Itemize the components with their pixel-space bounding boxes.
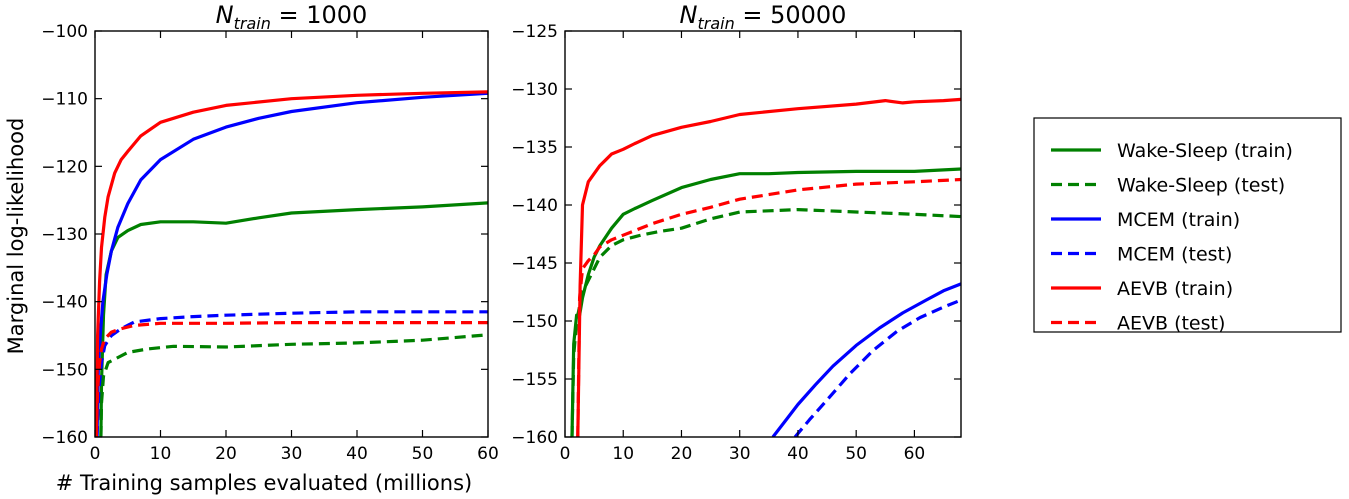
plot-frame [564,30,962,438]
y-tick-label: −120 [41,157,88,177]
y-tick-label: −160 [511,428,558,448]
x-tick-label: 20 [215,444,237,464]
x-tick-label: 20 [671,444,693,464]
legend-label: Wake-Sleep (train) [1117,140,1293,162]
series-line-aevb-train [576,97,961,437]
legend-frame [1033,117,1342,333]
series-line-aevb-test [576,177,961,437]
y-tick-label: −160 [41,428,88,448]
legend-label: AEVB (train) [1117,278,1233,300]
x-axis-label: # Training samples evaluated (millions) [56,471,472,495]
x-tick-label: 50 [412,444,434,464]
series-line-mcem-train [95,91,488,437]
y-tick-label: −130 [511,80,558,100]
legend-label: Wake-Sleep (test) [1117,175,1285,197]
y-tick-label: −145 [511,254,558,274]
series-line-mcem-test [95,310,488,437]
series-group [95,90,488,437]
y-tick-label: −100 [41,22,88,42]
x-tick-label: 30 [281,444,303,464]
y-tick-label: −125 [511,22,558,42]
series-line-wake-sleep-test [570,208,961,437]
series-line-aevb-train [95,90,488,437]
y-tick-label: −130 [41,225,88,245]
x-tick-label: 10 [612,444,634,464]
panel-title: Ntrain = 50000 [680,1,847,33]
legend-label: MCEM (train) [1117,209,1240,231]
x-tick-label: 30 [729,444,751,464]
series-line-wake-sleep-test [99,333,488,437]
series-line-wake-sleep-train [570,167,961,437]
y-axis-label: Marginal log-likelihood [4,118,28,355]
panel-right: 0 10 20 30 40 50 60 −160 −155 −150 −145 −140 −135 −13… [511,1,962,464]
y-tick-label: −150 [41,360,88,380]
x-tick-label: 0 [90,444,101,464]
y-tick-label: −140 [511,196,558,216]
series-group [570,97,961,437]
x-tick-label: 10 [150,444,172,464]
y-tick-label: −155 [511,370,558,390]
x-tick-label: 40 [787,444,809,464]
series-line-mcem-test [793,298,961,437]
panel-title: Ntrain = 1000 [216,1,368,33]
x-tick-label: 40 [346,444,368,464]
x-tick-label: 50 [845,444,867,464]
legend-label: AEVB (test) [1117,313,1225,335]
y-tick-label: −135 [511,138,558,158]
y-tick-label: −150 [511,312,558,332]
panel-left: 0 10 20 30 40 50 60 −160 −150 −140 −130 −120 −110 −10… [41,1,499,464]
x-tick-label: 60 [904,444,926,464]
legend: Wake-Sleep (train) Wake-Sleep (test) MCEM … [1033,117,1342,335]
series-line-aevb-test [95,321,488,437]
series-line-mcem-train [771,282,961,437]
y-tick-label: −110 [41,90,88,110]
y-tick-label: −140 [41,293,88,313]
x-tick-label: 0 [560,444,571,464]
legend-label: MCEM (test) [1117,244,1232,266]
x-tick-label: 60 [477,444,499,464]
